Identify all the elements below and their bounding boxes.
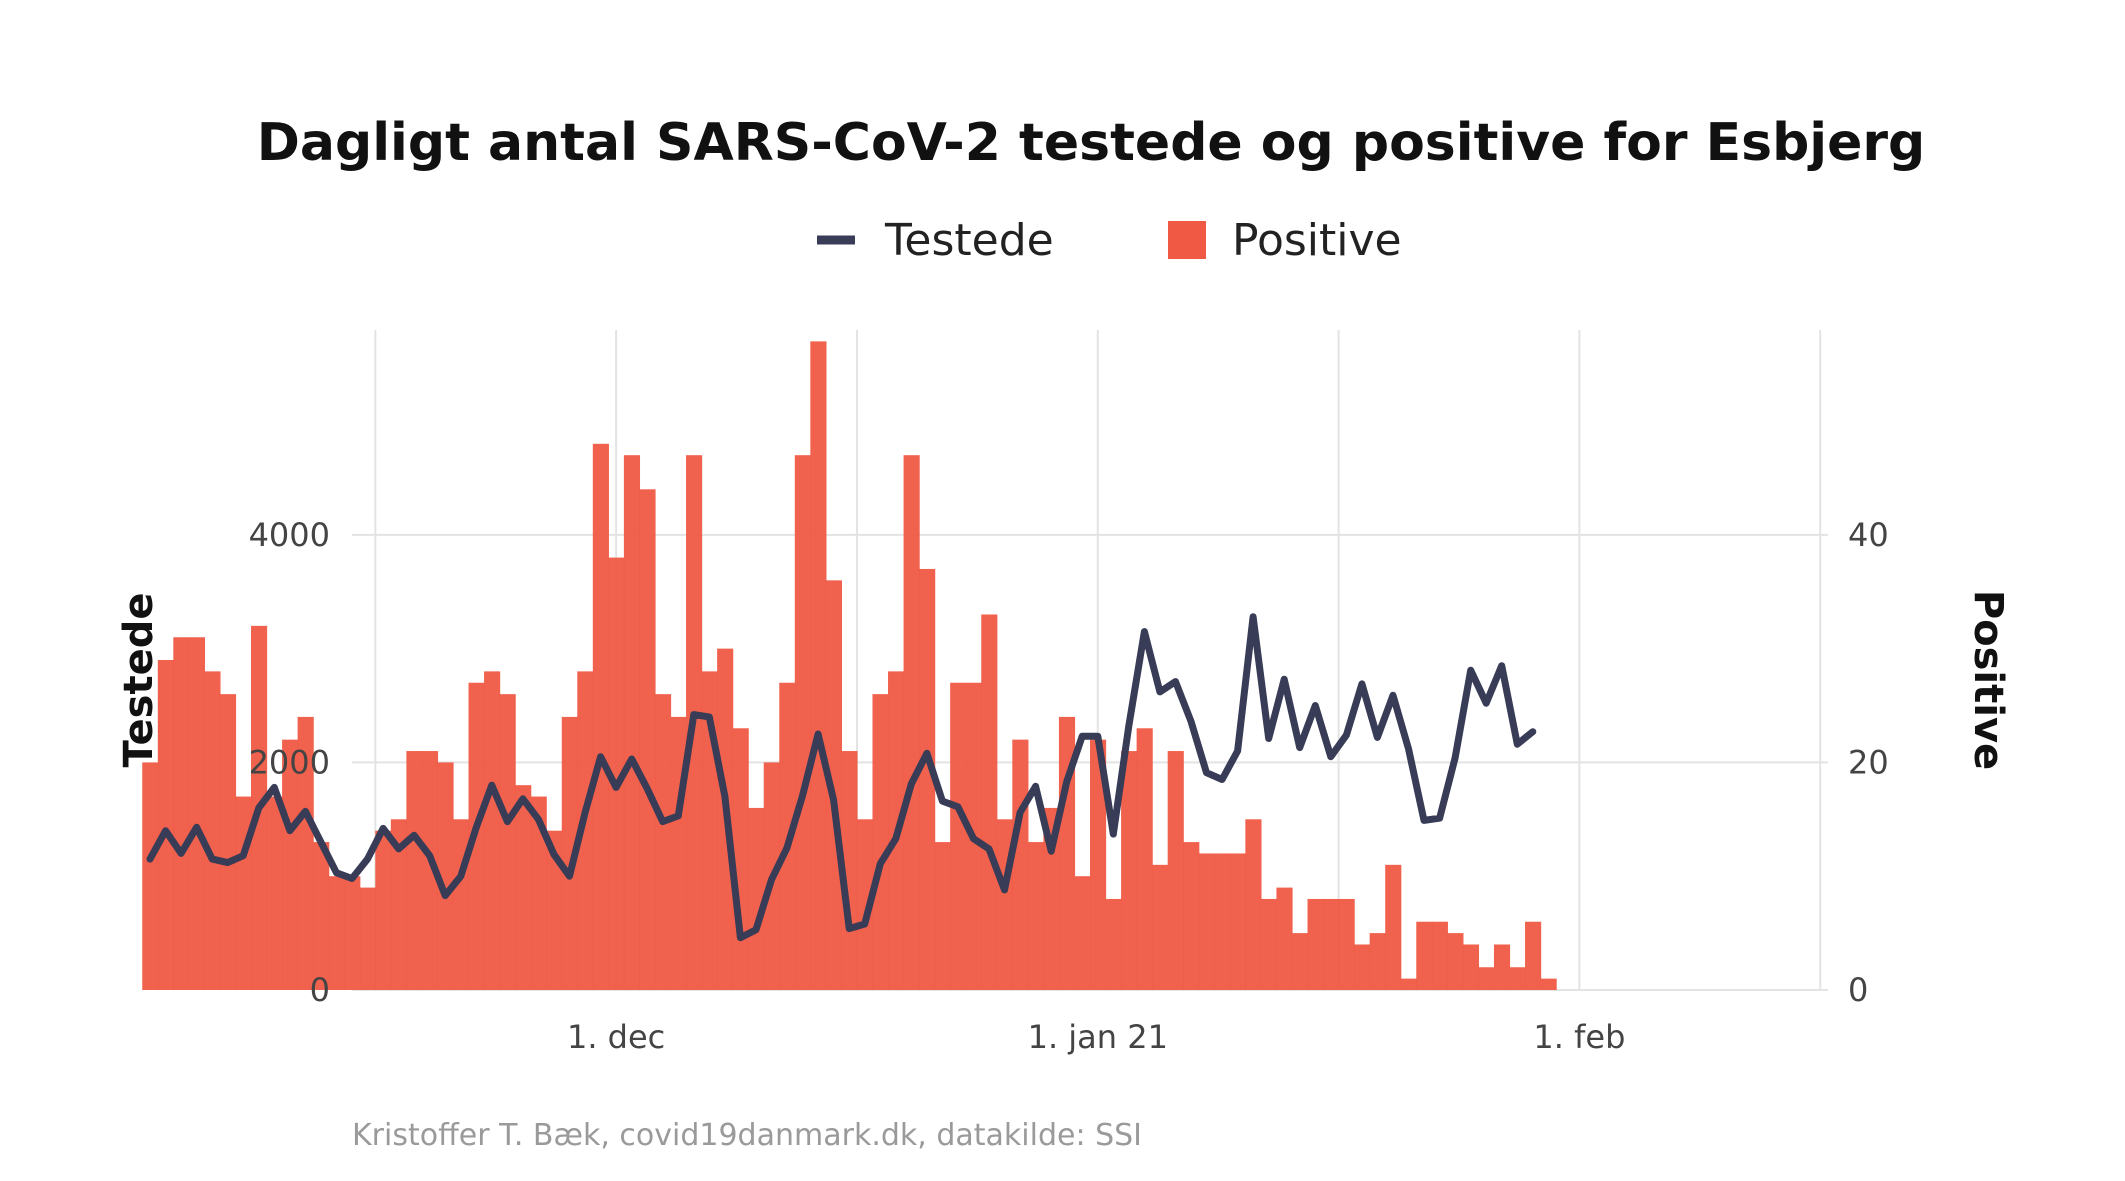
bar-positive-1: [157, 660, 174, 990]
legend-label-testede: Testede: [884, 215, 1054, 266]
bar-positive-16: [390, 819, 407, 990]
bar-positive-23: [499, 694, 516, 990]
bar-positive-66: [1167, 751, 1184, 990]
line-testede-path: [146, 613, 1537, 942]
legend-label-positive: Positive: [1232, 215, 1402, 266]
bar-positive-47: [872, 694, 889, 990]
legend: Testede Positive: [817, 215, 1402, 266]
bar-positive-31: [623, 455, 641, 990]
bar-positive-5: [219, 694, 237, 990]
x-tick-1: 1. jan 21: [1028, 1018, 1168, 1056]
line-testede: [146, 613, 1537, 942]
bar-positive-15: [375, 830, 392, 990]
bar-positive-62: [1105, 898, 1122, 990]
bar-positive-6: [235, 796, 252, 990]
bar-positive-29: [592, 443, 609, 990]
bar-positive-18: [421, 751, 439, 990]
bar-positive-65: [1152, 864, 1169, 990]
bar-positive-74: [1291, 933, 1309, 990]
bar-positive-3: [188, 637, 205, 990]
legend-swatch-positive: [1168, 221, 1206, 259]
bar-positive-70: [1229, 853, 1246, 990]
x-tick-0: 1. dec: [567, 1018, 665, 1056]
bar-positive-88: [1509, 967, 1526, 990]
bar-positive-39: [748, 807, 765, 990]
bar-positive-68: [1198, 853, 1215, 990]
bar-positive-56: [1012, 739, 1029, 990]
bar-positive-8: [266, 796, 283, 990]
bar-positive-72: [1260, 898, 1278, 990]
bar-positive-67: [1183, 842, 1200, 990]
bar-positive-75: [1307, 898, 1324, 990]
y-tick-left-0: 0: [310, 971, 330, 1009]
chart-title: Dagligt antal SARS-CoV-2 testede og posi…: [257, 113, 1926, 173]
bar-positive-44: [825, 580, 843, 990]
bar-positive-24: [515, 785, 532, 990]
x-tick-2: 1. feb: [1533, 1018, 1625, 1056]
bar-positive-2: [173, 637, 190, 990]
y-tick-right-0: 0: [1848, 971, 1868, 1009]
bar-positive-19: [437, 762, 454, 990]
bar-positive-11: [313, 842, 330, 990]
y-tick-right-2: 40: [1848, 516, 1889, 554]
bar-positive-26: [546, 830, 563, 990]
bar-positive-90: [1540, 978, 1557, 990]
bar-positive-89: [1525, 921, 1542, 990]
bar-positive-63: [1121, 751, 1138, 990]
bar-positive-69: [1214, 853, 1231, 990]
bar-positive-61: [1090, 739, 1107, 990]
y-tick-left-1: 2000: [249, 743, 330, 781]
chart-caption: Kristoffer T. Bæk, covid19danmark.dk, da…: [352, 1118, 1142, 1153]
bar-positive-78: [1354, 944, 1371, 990]
bar-positive-54: [981, 614, 998, 990]
y-tick-right-1: 20: [1848, 743, 1889, 781]
bar-positive-13: [344, 876, 361, 990]
bar-positive-25: [530, 796, 547, 990]
bars-positive: [142, 341, 1557, 991]
bar-positive-57: [1027, 842, 1044, 990]
bar-positive-14: [359, 887, 376, 990]
bar-positive-58: [1043, 807, 1060, 990]
bar-positive-60: [1074, 876, 1091, 990]
bar-positive-33: [654, 694, 672, 990]
bar-positive-10: [297, 716, 314, 990]
bar-positive-17: [406, 751, 423, 990]
bar-positive-22: [484, 671, 501, 990]
bar-positive-71: [1245, 819, 1262, 990]
bar-positive-9: [282, 739, 299, 990]
bar-positive-64: [1136, 728, 1153, 990]
bar-positive-28: [577, 671, 594, 990]
y-tick-left-2: 4000: [249, 516, 330, 554]
bar-positive-32: [639, 489, 656, 990]
bar-positive-73: [1276, 887, 1293, 990]
bar-positive-79: [1369, 933, 1386, 990]
bar-positive-0: [142, 762, 159, 990]
bar-positive-27: [561, 716, 578, 990]
bar-positive-30: [608, 557, 625, 990]
bar-positive-20: [452, 819, 470, 990]
bar-positive-76: [1323, 898, 1340, 990]
bar-positive-42: [794, 455, 811, 990]
bar-positive-46: [856, 819, 874, 990]
bar-positive-51: [934, 842, 951, 990]
bar-positive-49: [903, 455, 920, 990]
bar-positive-77: [1338, 898, 1355, 990]
bar-positive-83: [1431, 921, 1448, 990]
bar-positive-84: [1447, 933, 1464, 990]
bar-positive-85: [1462, 944, 1480, 990]
bar-positive-87: [1493, 944, 1511, 990]
bar-positive-43: [810, 341, 827, 991]
y-axis-title-right: Positive: [1965, 590, 2011, 770]
bar-positive-50: [919, 568, 936, 990]
y-axis-title-left: Testede: [116, 593, 162, 768]
bar-positive-4: [204, 671, 221, 990]
tick-labels: 0 2000 4000 0 20 40 1. dec 1. jan 21 1. feb: [249, 516, 1889, 1056]
bar-positive-12: [328, 876, 345, 990]
bar-positive-81: [1400, 978, 1417, 990]
bar-positive-86: [1478, 967, 1495, 990]
bar-positive-82: [1416, 921, 1433, 990]
bar-positive-52: [950, 682, 967, 990]
bar-positive-80: [1385, 864, 1402, 990]
